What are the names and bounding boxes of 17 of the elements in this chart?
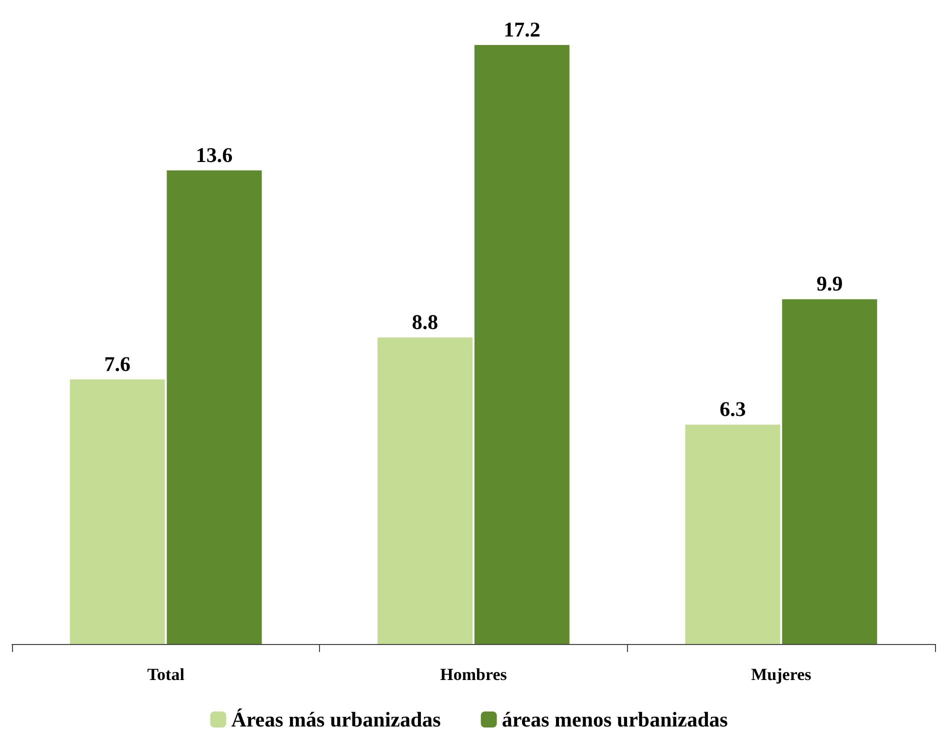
data-label: 17.2 — [504, 18, 540, 42]
x-tick-label: Hombres — [440, 665, 508, 684]
data-label: 8.8 — [412, 310, 438, 334]
bar — [70, 379, 165, 644]
x-tick-label: Total — [147, 665, 185, 684]
data-label: 9.9 — [816, 272, 843, 296]
data-label: 6.3 — [720, 397, 746, 422]
x-tick-label: Mujeres — [751, 665, 812, 684]
data-label: 7.6 — [104, 352, 131, 376]
bar — [474, 45, 570, 644]
data-label: 13.6 — [196, 142, 233, 167]
bar — [166, 170, 262, 644]
legend-label: Áreas más urbanizadas — [231, 708, 441, 732]
bar — [685, 424, 780, 644]
legend-label: áreas menos urbanizadas — [502, 708, 728, 732]
bar — [782, 299, 878, 644]
bar — [378, 338, 473, 644]
